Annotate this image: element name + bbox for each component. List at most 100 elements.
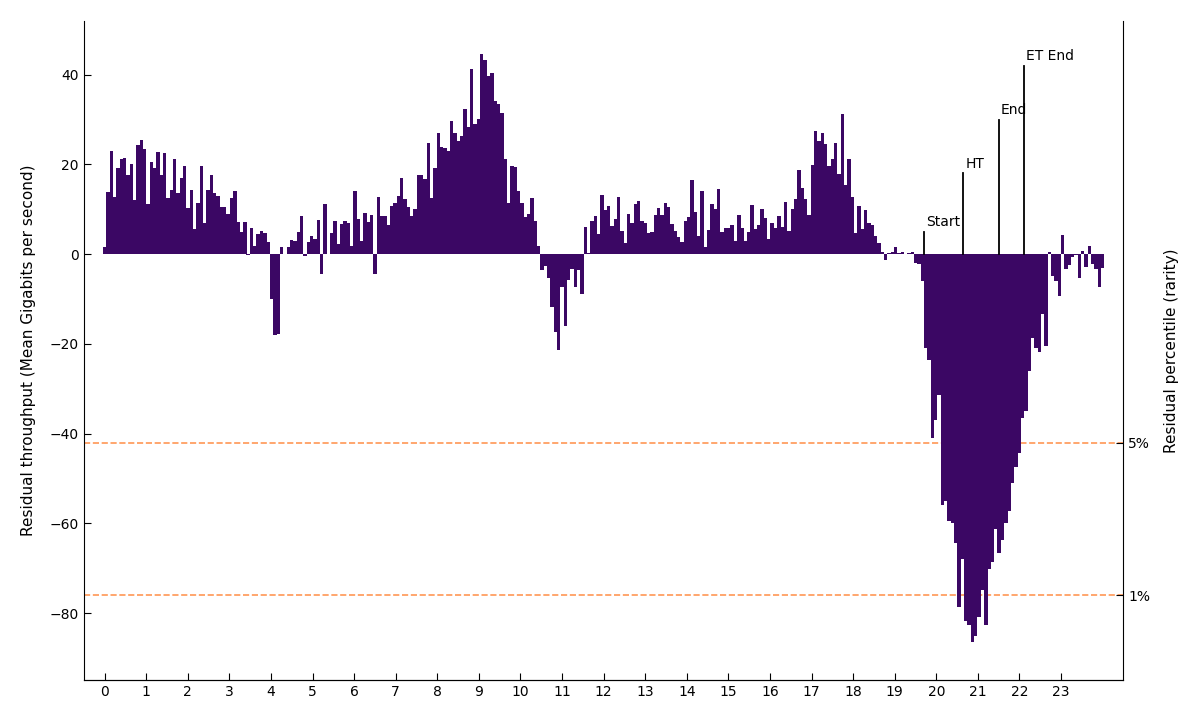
Bar [220,207,223,254]
Bar [894,247,898,254]
Bar [590,220,594,254]
Bar [413,210,416,254]
Bar [470,69,474,254]
Bar [330,233,334,254]
Bar [206,191,210,254]
Bar [967,254,971,626]
Bar [493,102,497,254]
Bar [383,216,386,254]
Bar [263,233,266,254]
Bar [287,248,290,254]
Bar [229,198,233,254]
Bar [430,198,433,254]
Bar [1070,254,1074,257]
Bar [654,215,658,254]
Bar [574,254,577,287]
Bar [1044,254,1048,346]
Bar [310,236,313,254]
Bar [600,194,604,254]
Bar [626,215,630,254]
Bar [394,203,397,254]
Bar [774,228,778,254]
Bar [386,225,390,254]
Bar [296,232,300,254]
Bar [911,252,914,254]
Bar [817,141,821,254]
Bar [874,236,877,254]
Bar [924,254,928,348]
Bar [1034,254,1038,348]
Bar [611,225,613,254]
Bar [980,254,984,590]
Bar [764,218,767,254]
Bar [907,253,911,254]
Bar [484,60,487,254]
Bar [246,254,250,256]
Bar [1031,254,1034,338]
Bar [607,206,611,254]
Bar [958,254,961,608]
Bar [1010,254,1014,483]
Bar [244,222,246,254]
Bar [647,233,650,254]
Bar [581,254,583,294]
Bar [887,253,890,254]
Bar [480,54,484,254]
Bar [306,242,310,254]
Bar [838,174,841,254]
Bar [460,136,463,254]
Bar [997,254,1001,554]
Bar [596,233,600,254]
Bar [643,223,647,254]
Bar [877,243,881,254]
Bar [197,203,199,254]
Bar [190,189,193,254]
Bar [1027,254,1031,371]
Bar [506,203,510,254]
Bar [1085,254,1087,267]
Bar [664,203,667,254]
Bar [677,238,680,254]
Bar [660,215,664,254]
Bar [380,216,383,254]
Bar [180,178,184,254]
Bar [917,254,920,264]
Bar [476,119,480,254]
Bar [1081,251,1085,254]
Bar [517,191,521,254]
Bar [594,216,596,254]
Bar [133,199,137,254]
Bar [570,254,574,269]
Bar [577,254,581,270]
Bar [500,113,504,254]
Bar [690,181,694,254]
Bar [1064,254,1068,269]
Bar [1008,254,1010,511]
Bar [794,199,797,254]
Bar [613,219,617,254]
Bar [1057,254,1061,297]
Bar [714,210,718,254]
Bar [703,248,707,254]
Bar [733,240,737,254]
Bar [446,151,450,254]
Bar [840,114,844,254]
Bar [323,204,326,254]
Bar [560,254,564,287]
Bar [914,254,918,264]
Bar [770,223,774,254]
Bar [203,223,206,254]
Bar [718,189,720,254]
Bar [553,254,557,332]
Bar [176,193,180,254]
Bar [748,233,750,254]
Bar [334,220,337,254]
Bar [727,228,731,254]
Bar [350,246,353,254]
Bar [978,254,980,617]
Bar [1078,254,1081,279]
Bar [424,179,427,254]
Bar [497,104,500,254]
Bar [680,242,684,254]
Bar [276,254,280,335]
